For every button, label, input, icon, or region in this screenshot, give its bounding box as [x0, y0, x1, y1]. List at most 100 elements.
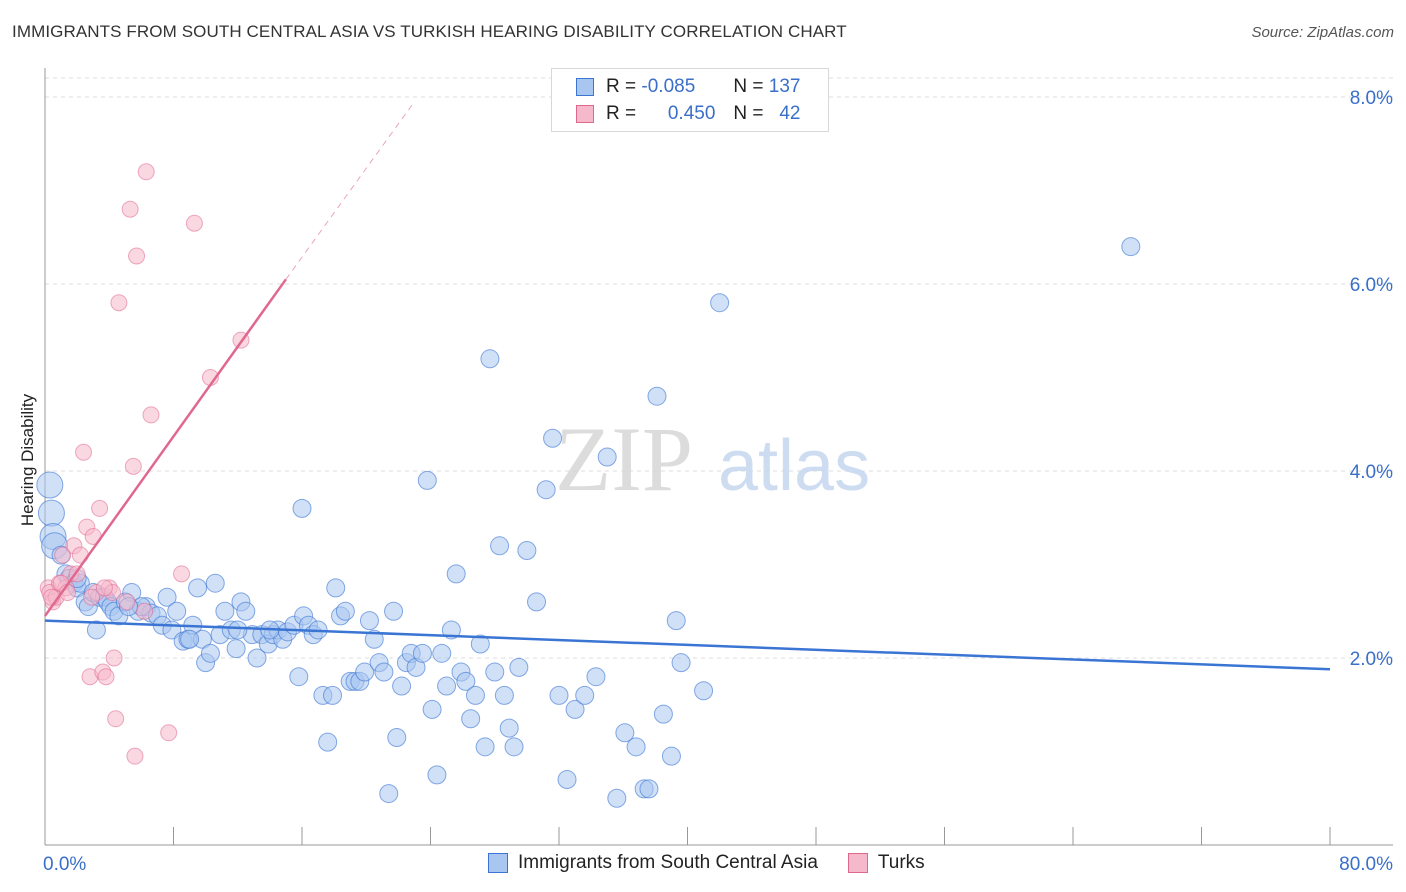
data-point-south-central-asia — [441, 620, 461, 640]
y-axis-label: Hearing Disability — [18, 393, 37, 527]
data-point-south-central-asia — [437, 676, 457, 696]
data-point-south-central-asia — [318, 732, 338, 752]
tick-labels: 2.0% 4.0% 6.0% 8.0% 0.0% 80.0% — [43, 88, 1393, 875]
data-point-south-central-asia — [374, 662, 394, 682]
data-point-south-central-asia — [557, 770, 577, 790]
trend-line-turks-extension — [285, 101, 415, 280]
trend-lines — [43, 101, 1331, 671]
data-point-south-central-asia — [36, 471, 64, 499]
data-point-south-central-asia — [289, 667, 309, 687]
data-point-turks — [91, 499, 109, 517]
data-point-south-central-asia — [647, 386, 667, 406]
legend-n-label: N = — [733, 103, 764, 124]
data-point-south-central-asia — [470, 634, 490, 654]
y-tick-label: 8.0% — [1350, 88, 1393, 109]
data-point-turks — [95, 579, 113, 597]
data-point-south-central-asia — [427, 765, 447, 785]
data-point-south-central-asia — [527, 592, 547, 612]
data-point-south-central-asia — [412, 643, 432, 663]
y-tick-label: 4.0% — [1350, 462, 1393, 483]
data-point-south-central-asia — [485, 662, 505, 682]
x-tick-label: 80.0% — [1339, 854, 1393, 875]
data-point-turks — [173, 565, 191, 583]
data-point-south-central-asia — [432, 643, 452, 663]
data-point-south-central-asia — [597, 447, 617, 467]
data-point-south-central-asia — [456, 671, 476, 691]
data-point-south-central-asia — [494, 685, 514, 705]
data-point-south-central-asia — [607, 788, 627, 808]
data-point-south-central-asia — [247, 648, 267, 668]
data-point-south-central-asia — [536, 480, 556, 500]
data-point-south-central-asia — [543, 428, 563, 448]
legend-row-blue: R = -0.085 N = 137 — [576, 74, 800, 100]
data-point-turks — [83, 588, 101, 606]
data-point-south-central-asia — [335, 601, 355, 621]
correlation-legend: R = -0.085 N = 137 R = 0.450 N = 42 — [551, 68, 829, 132]
data-point-south-central-asia — [200, 643, 220, 663]
data-point-turks — [128, 247, 146, 265]
y-tick-label: 6.0% — [1350, 275, 1393, 296]
trend-line-south-central-asia — [44, 619, 1331, 671]
data-point-south-central-asia — [575, 685, 595, 705]
data-point-turks — [75, 443, 93, 461]
data-point-turks — [118, 593, 136, 611]
series-turks-points — [39, 163, 250, 765]
data-point-south-central-asia — [565, 699, 585, 719]
data-point-turks — [124, 457, 142, 475]
data-point-turks — [160, 724, 178, 742]
data-point-turks — [137, 163, 155, 181]
data-point-south-central-asia — [236, 601, 256, 621]
x-tick-label: 0.0% — [43, 854, 86, 875]
data-point-south-central-asia — [639, 779, 659, 799]
legend-r-value: 0.450 — [667, 103, 716, 124]
data-point-south-central-asia — [671, 653, 691, 673]
legend-row-pink: R = 0.450 N = 42 — [576, 101, 800, 127]
legend-swatch-blue — [488, 853, 508, 873]
watermark-atlas: atlas — [718, 426, 870, 506]
data-point-south-central-asia — [694, 681, 714, 701]
watermark: ZIP atlas — [555, 408, 870, 510]
legend-n-label: N = — [733, 76, 764, 97]
data-point-south-central-asia — [480, 349, 500, 369]
data-point-south-central-asia — [326, 578, 346, 598]
data-point-south-central-asia — [509, 657, 529, 677]
legend-r-label: R = — [606, 103, 637, 124]
legend-swatch-pink — [847, 853, 868, 873]
y-tick-label: 2.0% — [1350, 649, 1393, 670]
data-point-south-central-asia — [86, 620, 106, 640]
data-point-south-central-asia — [417, 470, 437, 490]
data-point-turks — [110, 294, 128, 312]
data-point-south-central-asia — [392, 676, 412, 696]
data-point-south-central-asia — [379, 784, 399, 804]
data-point-south-central-asia — [446, 564, 466, 584]
data-point-south-central-asia — [461, 709, 481, 729]
data-point-turks — [126, 747, 144, 765]
legend-item-turks[interactable]: Turks — [847, 852, 925, 874]
data-point-south-central-asia — [615, 723, 635, 743]
data-point-turks — [54, 546, 72, 564]
data-point-south-central-asia — [226, 639, 246, 659]
data-point-south-central-asia — [422, 699, 442, 719]
watermark-zip: ZIP — [555, 408, 693, 510]
data-point-south-central-asia — [359, 611, 379, 631]
data-point-south-central-asia — [355, 662, 375, 682]
data-point-turks — [107, 710, 125, 728]
chart-title: IMMIGRANTS FROM SOUTH CENTRAL ASIA VS TU… — [12, 22, 847, 41]
data-point-south-central-asia — [517, 540, 537, 560]
data-point-south-central-asia — [1121, 237, 1141, 257]
data-point-south-central-asia — [167, 601, 187, 621]
legend-item-south-central-asia[interactable]: Immigrants from South Central Asia — [488, 852, 818, 874]
series-south-central-asia-points — [36, 237, 1141, 808]
data-point-south-central-asia — [586, 667, 606, 687]
legend-label-south-central-asia: Immigrants from South Central Asia — [518, 852, 818, 873]
data-point-south-central-asia — [475, 737, 495, 757]
data-point-south-central-asia — [188, 578, 208, 598]
data-point-south-central-asia — [37, 499, 65, 527]
data-point-south-central-asia — [205, 573, 225, 593]
data-point-south-central-asia — [292, 498, 312, 518]
data-point-south-central-asia — [653, 704, 673, 724]
data-point-south-central-asia — [323, 685, 343, 705]
data-point-south-central-asia — [387, 727, 407, 747]
data-point-south-central-asia — [157, 587, 177, 607]
